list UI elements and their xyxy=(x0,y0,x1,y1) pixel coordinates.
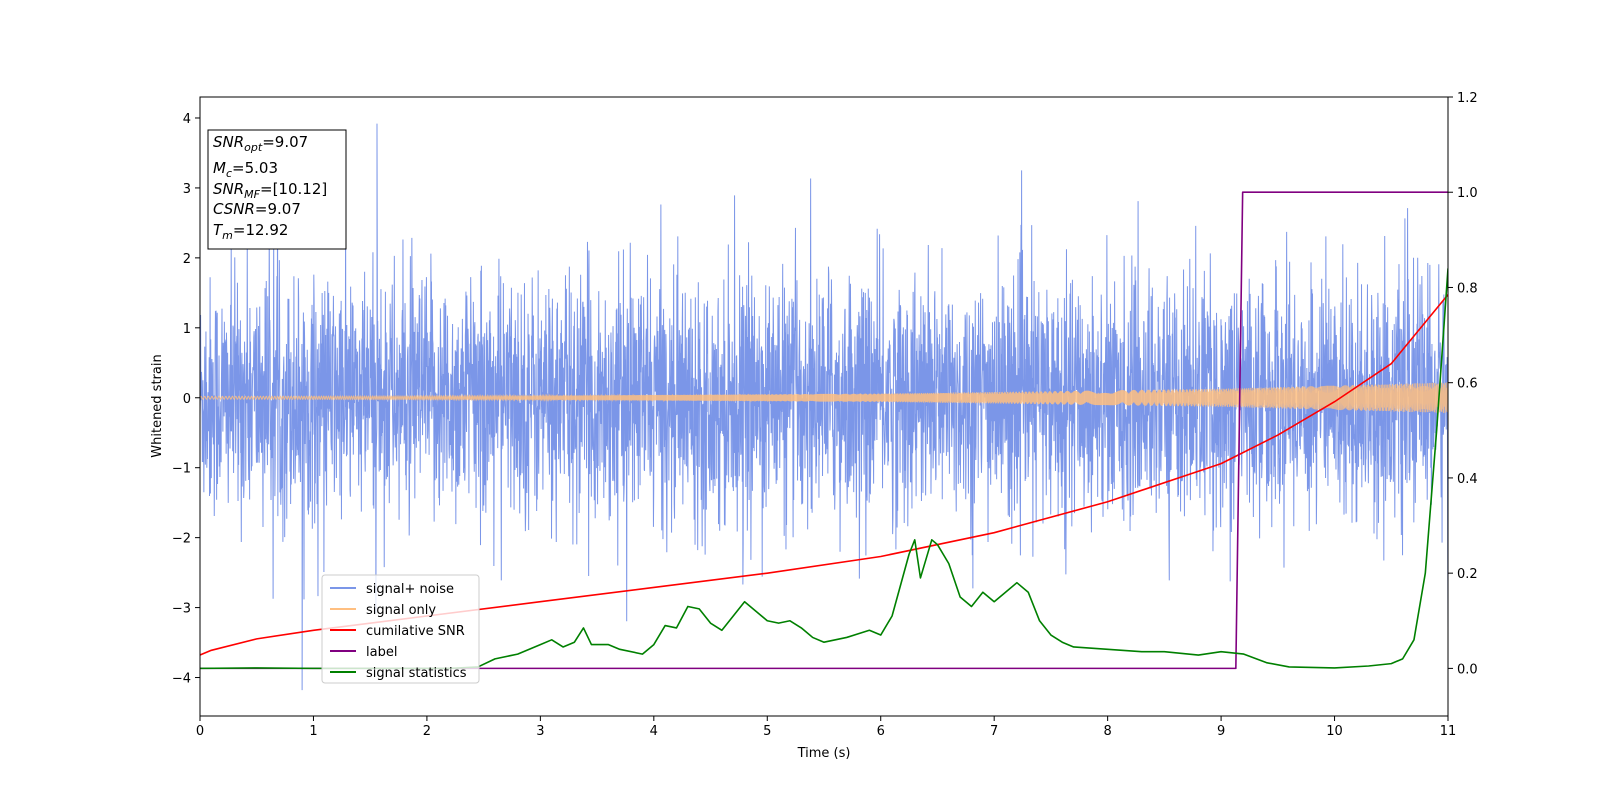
x-tick-label: 9 xyxy=(1217,724,1225,739)
x-tick-label: 1 xyxy=(309,724,317,739)
info-line: Tm=12.92 xyxy=(213,221,288,242)
x-tick-label: 7 xyxy=(990,724,998,739)
right-y-axis-ticks: 1.2 1.0 0.8 0.6 0.4 0.2 0.0 xyxy=(1448,91,1478,677)
left-y-tick-label: 4 xyxy=(183,112,191,127)
right-y-tick-label: 0.4 xyxy=(1457,472,1478,487)
series-signal-statistics xyxy=(200,268,1448,670)
legend-items: signal+ noise signal only cumilative SNR la… xyxy=(330,582,467,681)
right-y-tick-label: 0.0 xyxy=(1457,662,1478,677)
legend-label: signal statistics xyxy=(366,666,467,681)
x-tick-label: 8 xyxy=(1103,724,1111,739)
legend: signal+ noise signal only cumilative SNR la… xyxy=(321,574,480,684)
right-y-tick-label: 0.8 xyxy=(1457,281,1478,296)
info-line: Mc=5.03 xyxy=(213,159,278,180)
x-tick-label: 10 xyxy=(1326,724,1343,739)
x-tick-label: 2 xyxy=(423,724,431,739)
x-tick-label: 11 xyxy=(1440,724,1457,739)
series-cumulative-snr xyxy=(200,294,1448,656)
plot-frame xyxy=(199,96,1449,717)
left-y-tick-label: −3 xyxy=(172,602,191,617)
info-line: SNRMF=[10.12] xyxy=(213,180,327,201)
legend-frame xyxy=(321,574,480,684)
info-line: CSNR=9.07 xyxy=(213,200,301,218)
info-line: SNRopt=9.07 xyxy=(213,133,308,154)
left-y-tick-label: 2 xyxy=(183,252,191,267)
right-y-tick-label: 1.0 xyxy=(1457,186,1478,201)
left-y-tick-label: 1 xyxy=(183,322,191,337)
legend-label: signal only xyxy=(366,603,436,618)
right-y-tick-label: 1.2 xyxy=(1457,91,1478,106)
x-axis-ticks: 0 1 2 3 4 5 6 7 8 9 10 11 xyxy=(196,716,1456,739)
x-axis-label: Time (s) xyxy=(797,746,851,761)
left-y-tick-label: 0 xyxy=(183,392,191,407)
x-tick-label: 6 xyxy=(877,724,885,739)
left-y-tick-label: 3 xyxy=(183,182,191,197)
right-y-tick-label: 0.2 xyxy=(1457,567,1478,582)
right-y-tick-label: 0.6 xyxy=(1457,377,1478,392)
legend-label: signal+ noise xyxy=(366,582,454,597)
series-label xyxy=(200,191,1448,670)
left-y-tick-label: −2 xyxy=(172,532,191,547)
info-lines: SNRopt=9.07 Mc=5.03SNRMF=[10.12]CSNR=9.07… xyxy=(213,133,327,242)
x-tick-label: 4 xyxy=(650,724,658,739)
series-layer xyxy=(200,123,1448,691)
left-y-tick-label: −1 xyxy=(172,462,191,477)
info-box: SNRopt=9.07 Mc=5.03SNRMF=[10.12]CSNR=9.07… xyxy=(207,129,347,250)
info-box-frame xyxy=(207,129,347,250)
x-tick-label: 5 xyxy=(763,724,771,739)
x-tick-label: 3 xyxy=(536,724,544,739)
x-tick-label: 0 xyxy=(196,724,204,739)
left-y-tick-label: −4 xyxy=(172,672,191,687)
legend-label: cumilative SNR xyxy=(366,624,465,639)
y-axis-label: Whitened strain xyxy=(150,354,165,457)
left-y-axis-ticks: 4 3 2 1 0 −1 −2 −3 −4 xyxy=(172,112,200,687)
legend-label: label xyxy=(366,645,397,660)
